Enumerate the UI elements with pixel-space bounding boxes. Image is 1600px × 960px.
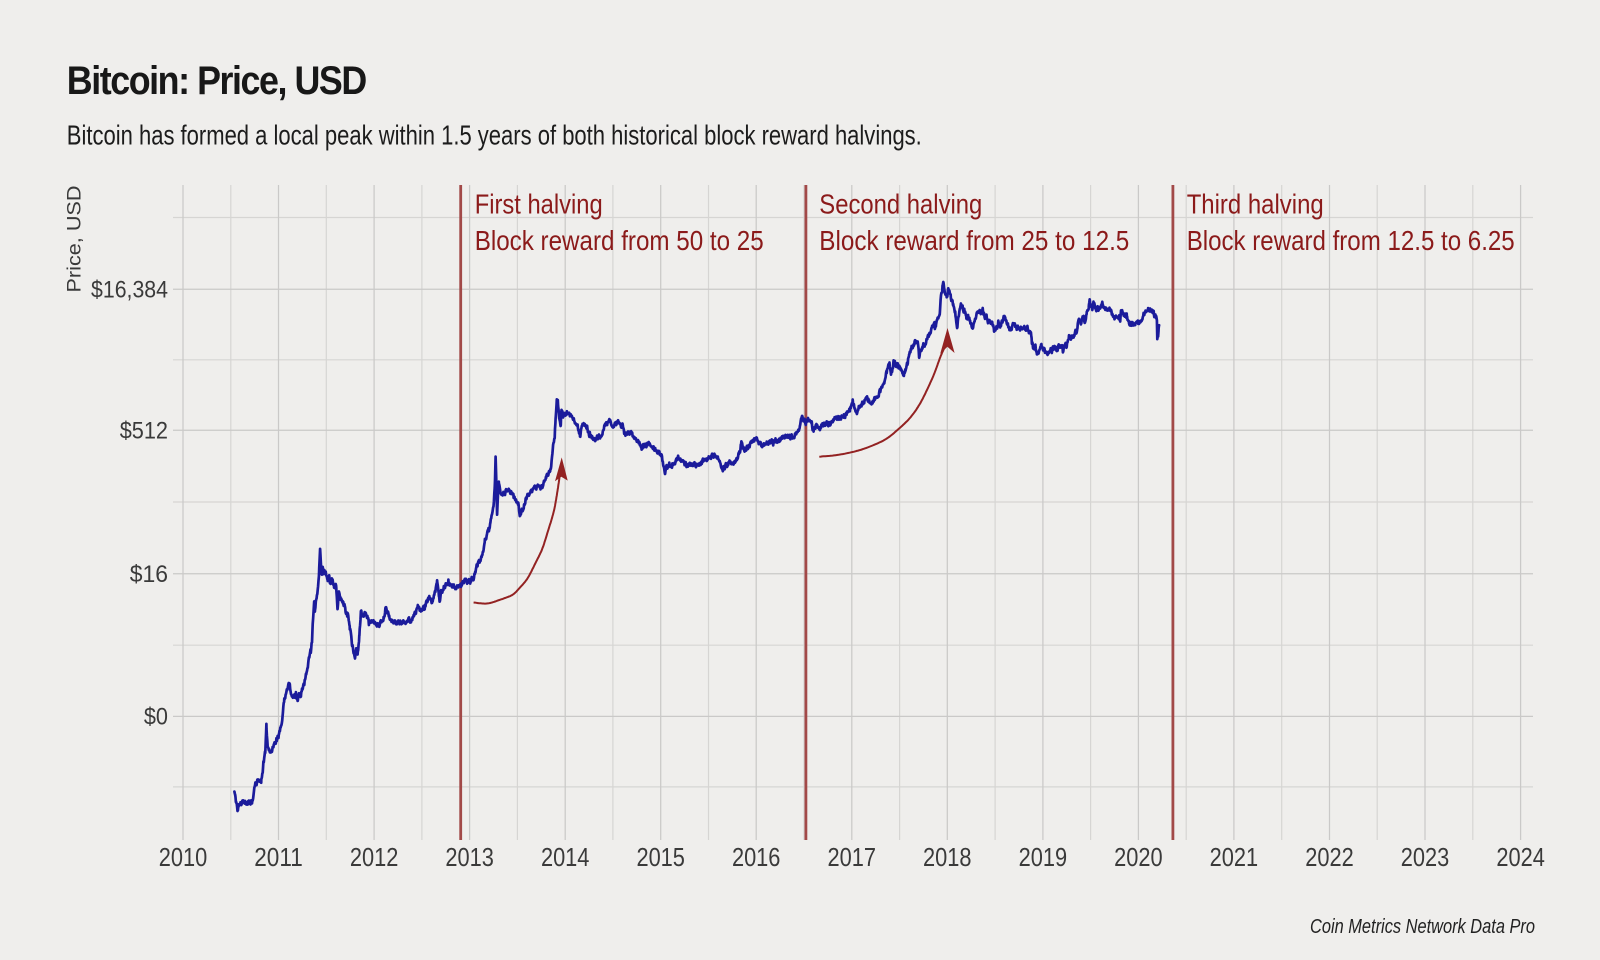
- svg-text:$16,384: $16,384: [91, 276, 168, 303]
- svg-text:2014: 2014: [541, 844, 590, 872]
- svg-text:First halving: First halving: [475, 189, 603, 220]
- svg-text:Block reward from 25 to 12.5: Block reward from 25 to 12.5: [819, 225, 1129, 256]
- svg-text:$512: $512: [120, 418, 168, 445]
- svg-text:2022: 2022: [1305, 844, 1354, 872]
- svg-text:2018: 2018: [923, 844, 972, 872]
- svg-text:2017: 2017: [828, 844, 877, 872]
- svg-text:Bitcoin: Price, USD: Bitcoin: Price, USD: [67, 59, 367, 103]
- svg-text:Coin Metrics Network Data Pro: Coin Metrics Network Data Pro: [1310, 916, 1535, 938]
- svg-text:2020: 2020: [1114, 844, 1163, 872]
- svg-text:2021: 2021: [1210, 844, 1259, 872]
- svg-text:2016: 2016: [732, 844, 781, 872]
- svg-text:Bitcoin has formed a local pea: Bitcoin has formed a local peak within 1…: [67, 119, 922, 151]
- svg-text:2015: 2015: [636, 844, 685, 872]
- svg-text:2024: 2024: [1496, 844, 1545, 872]
- svg-text:Price, USD: Price, USD: [65, 186, 86, 293]
- svg-text:2023: 2023: [1401, 844, 1450, 872]
- svg-text:2011: 2011: [254, 844, 303, 872]
- svg-text:Block reward from 50 to 25: Block reward from 50 to 25: [475, 225, 764, 256]
- svg-text:2019: 2019: [1019, 844, 1068, 872]
- svg-text:$16: $16: [130, 561, 168, 588]
- svg-text:$0: $0: [144, 704, 168, 731]
- svg-text:2012: 2012: [350, 844, 399, 872]
- svg-text:Third halving: Third halving: [1187, 189, 1324, 220]
- svg-text:Block reward from 12.5 to 6.25: Block reward from 12.5 to 6.25: [1187, 225, 1515, 256]
- svg-text:Second halving: Second halving: [819, 189, 982, 220]
- svg-text:2010: 2010: [159, 844, 208, 872]
- svg-text:2013: 2013: [445, 844, 494, 872]
